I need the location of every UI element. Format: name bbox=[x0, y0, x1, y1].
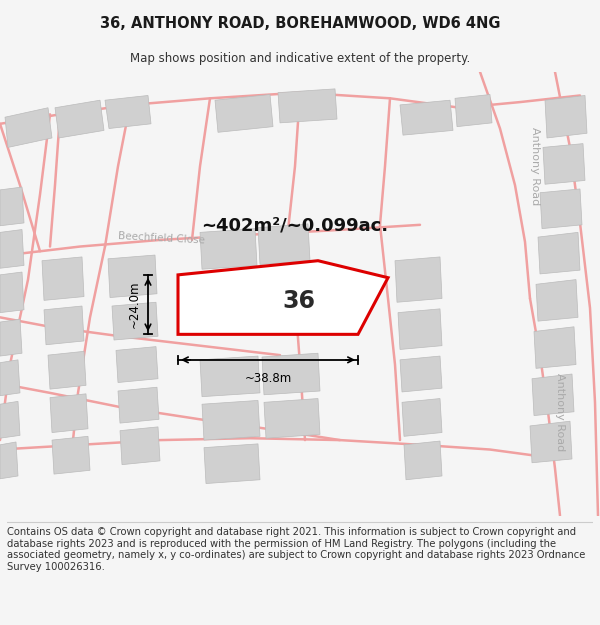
Polygon shape bbox=[215, 94, 273, 132]
Polygon shape bbox=[534, 327, 576, 368]
Polygon shape bbox=[0, 442, 18, 479]
Polygon shape bbox=[200, 229, 257, 269]
Polygon shape bbox=[50, 394, 88, 432]
Polygon shape bbox=[108, 255, 157, 298]
Polygon shape bbox=[52, 436, 90, 474]
Polygon shape bbox=[200, 356, 260, 397]
Polygon shape bbox=[264, 399, 320, 438]
Polygon shape bbox=[455, 94, 492, 127]
Text: Contains OS data © Crown copyright and database right 2021. This information is : Contains OS data © Crown copyright and d… bbox=[7, 527, 586, 572]
Polygon shape bbox=[258, 224, 310, 264]
Polygon shape bbox=[0, 187, 24, 226]
Polygon shape bbox=[398, 309, 442, 349]
Polygon shape bbox=[0, 401, 20, 438]
Text: Beechfield Close: Beechfield Close bbox=[118, 231, 205, 245]
Polygon shape bbox=[402, 399, 442, 436]
Polygon shape bbox=[0, 272, 24, 312]
Polygon shape bbox=[540, 189, 582, 229]
Polygon shape bbox=[118, 388, 159, 423]
Text: Anthony Road: Anthony Road bbox=[530, 127, 540, 206]
Text: 36: 36 bbox=[283, 289, 316, 313]
Polygon shape bbox=[262, 353, 320, 395]
Polygon shape bbox=[278, 89, 337, 123]
Text: Anthony Road: Anthony Road bbox=[555, 372, 565, 451]
Polygon shape bbox=[400, 100, 453, 135]
Text: ~402m²/~0.099ac.: ~402m²/~0.099ac. bbox=[202, 216, 389, 234]
Polygon shape bbox=[202, 401, 260, 440]
Polygon shape bbox=[44, 306, 84, 345]
Text: Map shows position and indicative extent of the property.: Map shows position and indicative extent… bbox=[130, 52, 470, 65]
Polygon shape bbox=[536, 279, 578, 321]
Polygon shape bbox=[0, 319, 22, 356]
Polygon shape bbox=[42, 257, 84, 301]
Polygon shape bbox=[116, 347, 158, 382]
Polygon shape bbox=[538, 232, 580, 274]
Text: 36, ANTHONY ROAD, BOREHAMWOOD, WD6 4NG: 36, ANTHONY ROAD, BOREHAMWOOD, WD6 4NG bbox=[100, 16, 500, 31]
Polygon shape bbox=[0, 229, 24, 268]
Polygon shape bbox=[530, 421, 572, 462]
Polygon shape bbox=[5, 107, 52, 148]
Text: ~38.8m: ~38.8m bbox=[244, 372, 292, 385]
Text: ~24.0m: ~24.0m bbox=[128, 281, 141, 328]
Polygon shape bbox=[404, 441, 442, 480]
Polygon shape bbox=[400, 356, 442, 392]
Polygon shape bbox=[178, 261, 388, 334]
Polygon shape bbox=[112, 302, 158, 340]
Polygon shape bbox=[532, 374, 574, 416]
Polygon shape bbox=[105, 96, 151, 129]
Polygon shape bbox=[120, 427, 160, 464]
Polygon shape bbox=[545, 96, 587, 138]
Polygon shape bbox=[0, 360, 20, 396]
Polygon shape bbox=[48, 351, 86, 389]
Polygon shape bbox=[395, 257, 442, 302]
Polygon shape bbox=[543, 144, 585, 184]
Polygon shape bbox=[55, 100, 104, 138]
Polygon shape bbox=[204, 444, 260, 484]
